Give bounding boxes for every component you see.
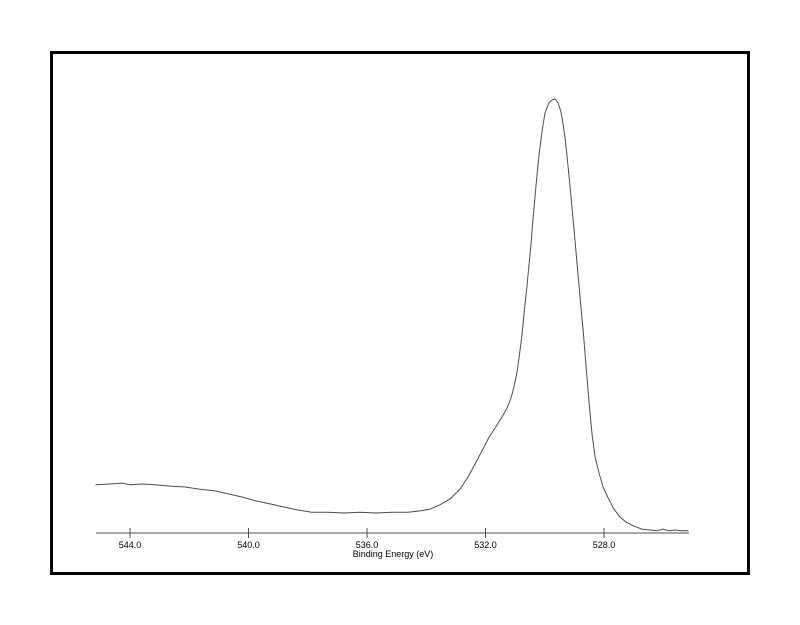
spectrum-curve [95, 98, 689, 532]
x-axis-tick-label: 532.0 [474, 540, 497, 550]
x-axis-tick-label: 544.0 [118, 540, 142, 550]
x-axis-tick-label: 536.0 [355, 540, 379, 550]
x-axis-tick-label: 528.0 [592, 540, 616, 550]
chart-frame [50, 51, 750, 575]
x-axis-title: Binding Energy (eV) [352, 549, 434, 559]
x-axis-tick-label: 540.0 [237, 540, 260, 550]
